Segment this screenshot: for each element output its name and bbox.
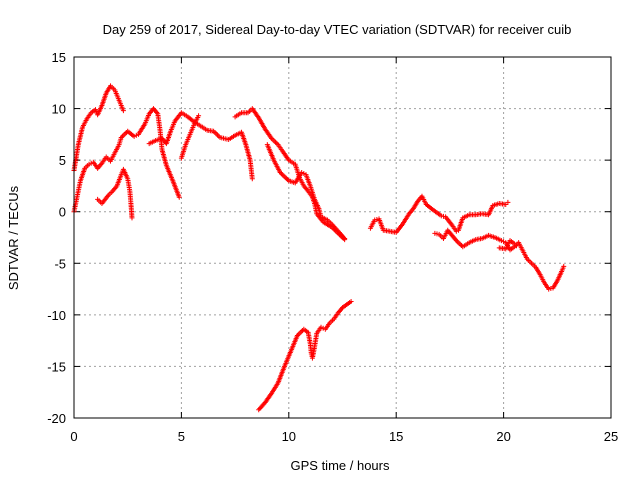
x-tick-label: 20 <box>496 429 510 444</box>
axis-ticks: 0 5 10 15 20 25 -20 -15 -10 -5 0 5 10 15 <box>47 50 618 444</box>
data-point <box>505 199 511 205</box>
series-sat-c <box>95 166 135 221</box>
series-sat-k <box>496 238 519 252</box>
x-tick-label: 0 <box>70 429 77 444</box>
x-tick-label: 10 <box>282 429 296 444</box>
series-sat-h <box>256 298 354 413</box>
y-tick-label: 15 <box>52 50 66 65</box>
series-sat-f <box>232 106 348 243</box>
chart-title: Day 259 of 2017, Sidereal Day-to-day VTE… <box>103 22 572 37</box>
data-point <box>249 176 255 182</box>
data-point <box>281 173 287 179</box>
series-sat-d <box>146 110 255 182</box>
series-sat-g <box>264 142 348 242</box>
y-tick-label: 10 <box>52 102 66 117</box>
x-tick-label: 5 <box>178 429 185 444</box>
y-tick-label: -10 <box>47 308 66 323</box>
series-sat-e <box>178 113 202 161</box>
data-point <box>129 215 135 221</box>
x-tick-label: 25 <box>604 429 618 444</box>
series-sat-i <box>367 193 511 235</box>
y-tick-label: 0 <box>59 205 66 220</box>
series-sat-b <box>71 106 182 215</box>
series-sat-j <box>432 227 567 292</box>
series-sat-a <box>71 83 126 173</box>
data-point <box>342 236 348 242</box>
data-point <box>561 263 567 269</box>
data-point <box>196 113 202 119</box>
x-tick-label: 15 <box>389 429 403 444</box>
y-tick-label: -20 <box>47 411 66 426</box>
data-point <box>283 175 289 181</box>
y-tick-label: -5 <box>54 256 66 271</box>
y-tick-label: 5 <box>59 153 66 168</box>
y-tick-label: -15 <box>47 359 66 374</box>
plot-frame <box>73 56 612 419</box>
x-axis-label: GPS time / hours <box>291 458 390 473</box>
data-point <box>513 243 519 249</box>
data-point <box>348 298 354 304</box>
data-points <box>71 83 567 413</box>
data-point <box>282 174 288 180</box>
y-axis-label: SDTVAR / TECUs <box>6 185 21 290</box>
data-point <box>176 194 182 200</box>
data-point <box>280 172 286 178</box>
data-point <box>120 108 126 114</box>
